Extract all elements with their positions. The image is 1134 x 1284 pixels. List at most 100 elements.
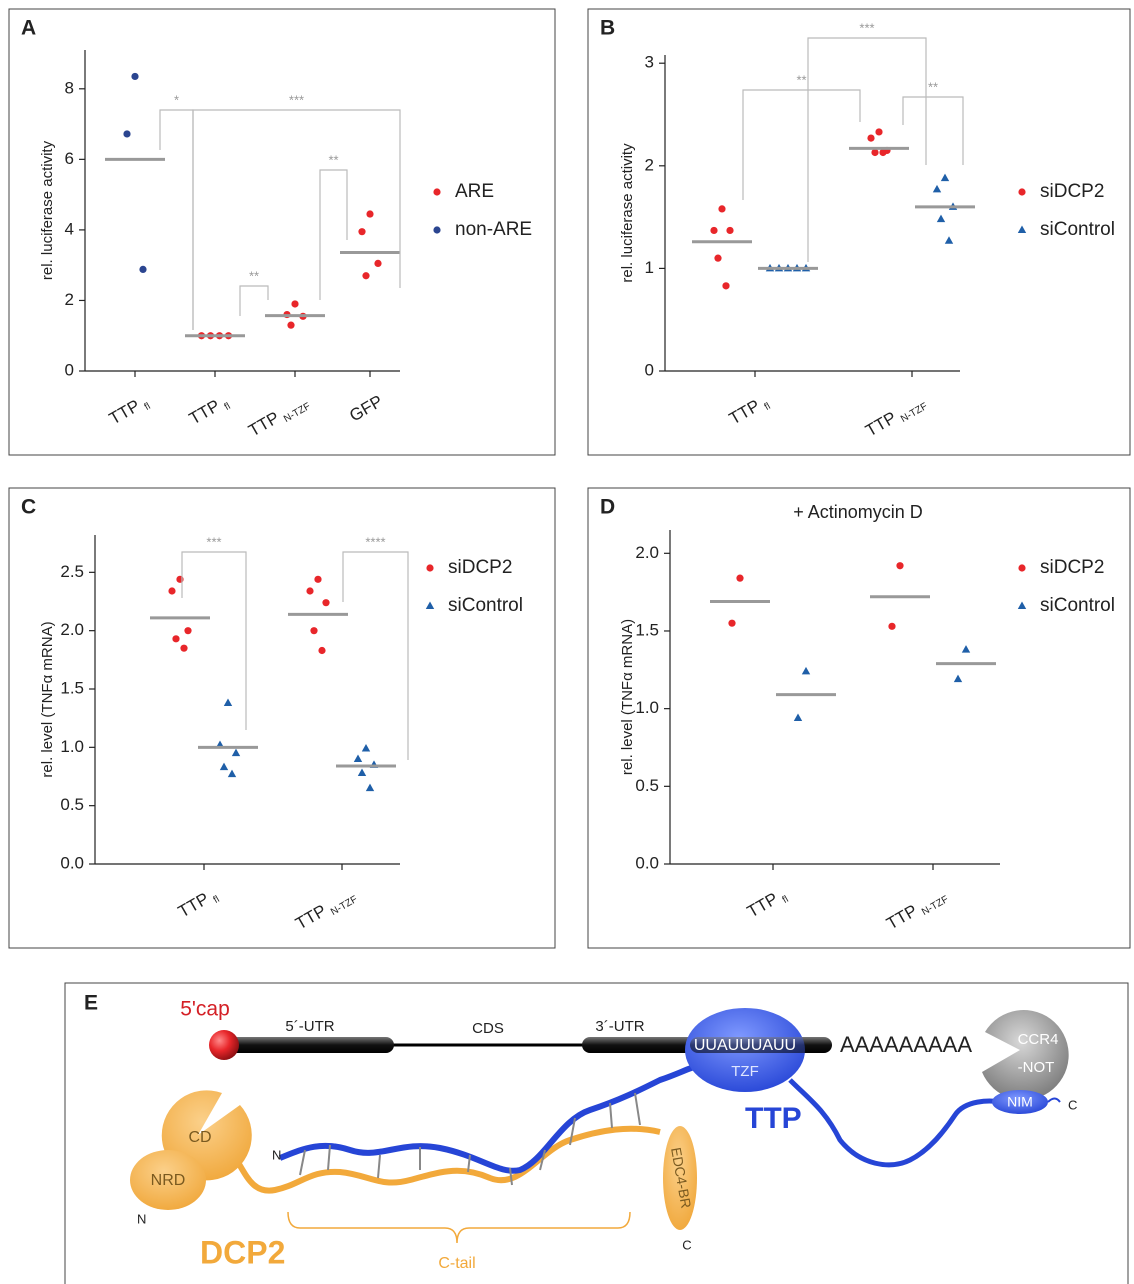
x-tick-main: TTP bbox=[744, 889, 781, 922]
significance-bracket bbox=[181, 551, 247, 730]
y-axis-label: rel. level (TNFα mRNA) bbox=[39, 621, 56, 777]
cd-label: CD bbox=[188, 1129, 211, 1146]
nrd-domain bbox=[130, 1150, 206, 1210]
panel-letter: B bbox=[600, 17, 615, 40]
y-tick-label: 6 bbox=[65, 149, 74, 168]
legend-label: siDCP2 bbox=[448, 557, 512, 578]
y-tick-label: 0.5 bbox=[635, 776, 659, 795]
panel-frame bbox=[64, 982, 1129, 1284]
data-point bbox=[953, 674, 963, 683]
data-point bbox=[322, 599, 330, 607]
not-label: -NOT bbox=[1018, 1059, 1055, 1076]
x-tick-sub: N-TZF bbox=[282, 401, 313, 425]
ctail-brace bbox=[287, 1211, 631, 1244]
data-point bbox=[306, 587, 314, 595]
y-tick-label: 0.0 bbox=[60, 853, 84, 872]
data-point bbox=[139, 265, 147, 274]
significance-label: **** bbox=[365, 534, 385, 549]
data-point bbox=[871, 148, 879, 157]
data-point bbox=[736, 574, 744, 582]
legend-marker bbox=[1018, 188, 1026, 196]
data-point bbox=[180, 644, 188, 652]
legend-label: siControl bbox=[448, 595, 523, 616]
legend-marker bbox=[426, 564, 434, 572]
significance-bracket bbox=[342, 551, 409, 760]
panel-letter: A bbox=[21, 17, 36, 40]
data-point bbox=[936, 214, 946, 223]
y-axis-label: rel. luciferase activity bbox=[39, 140, 56, 280]
x-tick-main: TTP bbox=[883, 901, 920, 934]
legend-marker bbox=[425, 601, 435, 609]
data-point bbox=[123, 130, 131, 138]
are-label: UUAUUUAUU bbox=[694, 1037, 796, 1054]
dcp2-n-label: N bbox=[137, 1211, 146, 1226]
x-tick-sub: N-TZF bbox=[329, 894, 360, 918]
ttp-c-label: C bbox=[1068, 1097, 1077, 1112]
significance-bracket bbox=[902, 96, 964, 165]
y-tick-label: 3 bbox=[645, 53, 654, 72]
data-point bbox=[875, 128, 883, 136]
data-point bbox=[287, 321, 295, 329]
data-point bbox=[879, 148, 887, 157]
are-bar bbox=[690, 1037, 830, 1053]
y-tick-label: 0.0 bbox=[635, 853, 659, 872]
data-point bbox=[940, 173, 950, 182]
x-tick-main: TTP bbox=[726, 396, 763, 429]
ttp-tail bbox=[788, 1078, 1001, 1168]
y-tick-label: 1.5 bbox=[635, 620, 659, 639]
x-tick-sub: fl bbox=[211, 894, 221, 906]
y-tick-label: 1.0 bbox=[60, 737, 84, 756]
x-tick-main: TTP bbox=[106, 396, 143, 429]
y-tick-label: 4 bbox=[65, 219, 74, 238]
legend-label: ARE bbox=[455, 181, 494, 202]
y-tick-label: 1.0 bbox=[635, 698, 659, 717]
data-point bbox=[801, 666, 811, 675]
data-point bbox=[714, 254, 722, 262]
data-point bbox=[961, 645, 971, 653]
nim-domain bbox=[992, 1090, 1048, 1114]
significance-label: *** bbox=[859, 20, 874, 35]
cap-sphere bbox=[209, 1030, 239, 1060]
x-tick-sub: fl bbox=[142, 401, 152, 413]
legend-label: siControl bbox=[1040, 219, 1115, 240]
x-tick-label: TTPN-TZF bbox=[292, 885, 359, 936]
data-point bbox=[374, 259, 382, 268]
tzf-label: TZF bbox=[731, 1063, 759, 1080]
legend-marker bbox=[1017, 225, 1027, 233]
nrd-label: NRD bbox=[151, 1172, 186, 1189]
data-point bbox=[227, 769, 237, 778]
x-tick-main: GFP bbox=[346, 392, 386, 426]
data-point bbox=[710, 226, 718, 235]
data-point bbox=[358, 228, 366, 236]
nim-tail bbox=[1047, 1097, 1061, 1103]
x-tick-main: TTP bbox=[245, 408, 282, 441]
ttp-n-label: N bbox=[272, 1147, 281, 1162]
data-point bbox=[168, 587, 176, 595]
significance-label: *** bbox=[289, 92, 304, 107]
legend-marker bbox=[1018, 564, 1026, 572]
data-point bbox=[318, 646, 326, 655]
data-point bbox=[357, 768, 367, 776]
y-tick-label: 8 bbox=[65, 78, 74, 97]
y-tick-label: 2.0 bbox=[635, 543, 659, 562]
panel-frame bbox=[8, 8, 556, 456]
y-axis-label: rel. level (TNFα mRNA) bbox=[619, 619, 636, 775]
legend-marker bbox=[1017, 601, 1027, 609]
data-point bbox=[362, 272, 370, 280]
x-tick-sub: N-TZF bbox=[899, 401, 930, 425]
y-tick-label: 1 bbox=[645, 258, 654, 277]
ctail-label: C-tail bbox=[438, 1255, 475, 1272]
data-point bbox=[365, 783, 375, 792]
utr5-label: 5´-UTR bbox=[285, 1018, 334, 1035]
data-point bbox=[291, 300, 299, 308]
panel-letter: E bbox=[84, 992, 98, 1015]
data-point bbox=[353, 754, 363, 762]
panel-letter: C bbox=[21, 496, 36, 519]
data-point bbox=[184, 627, 192, 635]
panel-frame bbox=[587, 487, 1131, 949]
significance-label: ** bbox=[328, 152, 338, 167]
significance-label: ** bbox=[249, 268, 259, 283]
panel-frame bbox=[8, 487, 556, 949]
